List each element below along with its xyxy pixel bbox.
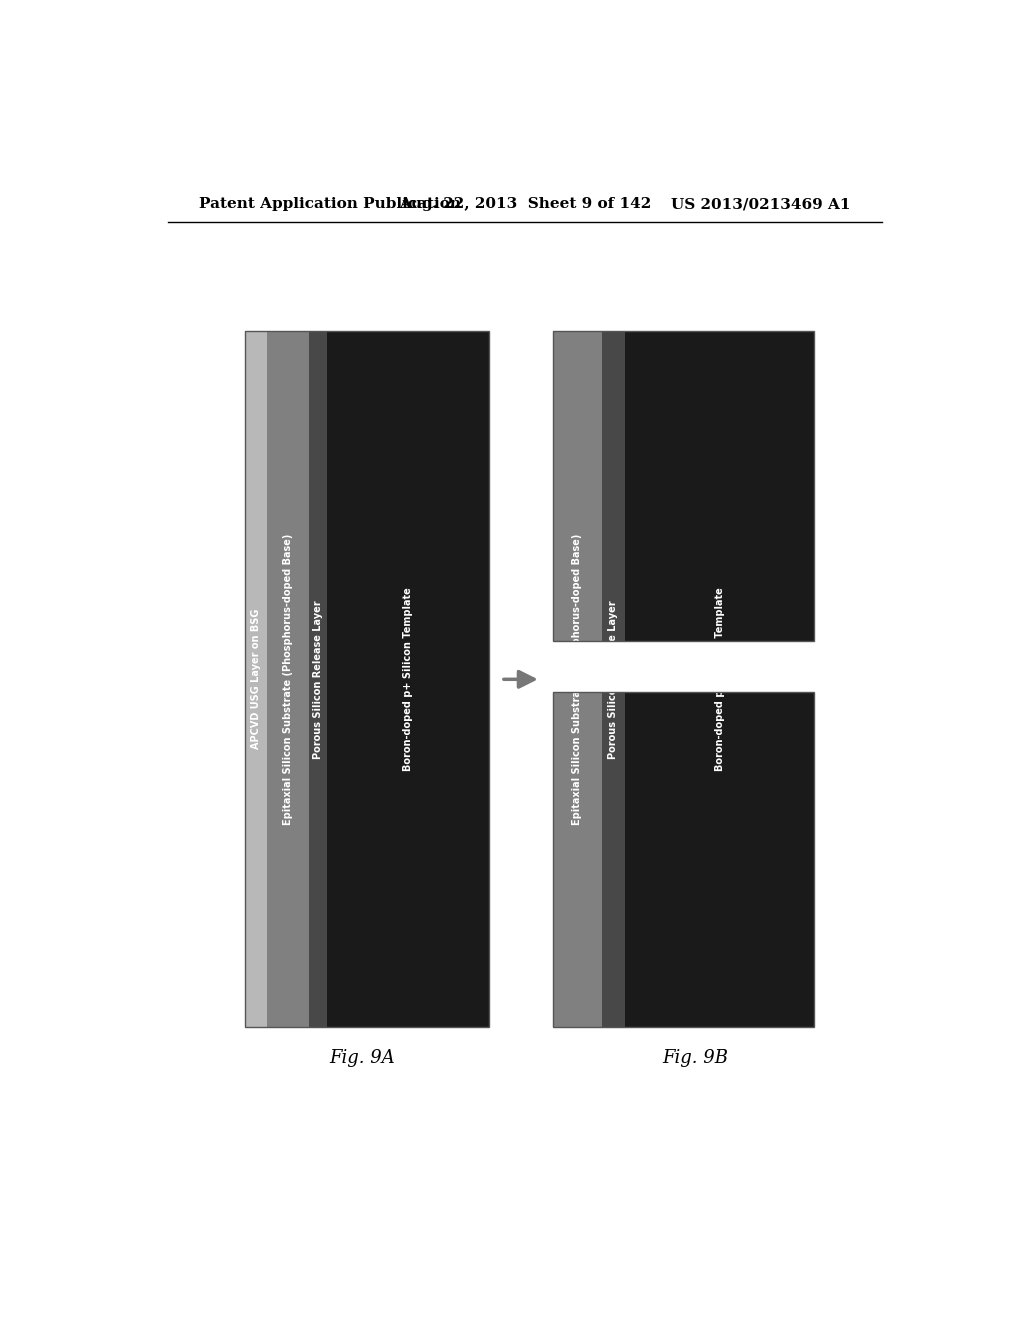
Text: US 2013/0213469 A1: US 2013/0213469 A1 [671,197,850,211]
Bar [553,692,602,1027]
Text: Fig. 9A: Fig. 9A [330,1049,395,1067]
Text: Aug. 22, 2013  Sheet 9 of 142: Aug. 22, 2013 Sheet 9 of 142 [398,197,651,211]
Bar [246,331,489,1027]
Text: Epitaxial Silicon Substrate (Phosphorus-doped Base): Epitaxial Silicon Substrate (Phosphorus-… [283,533,293,825]
Bar [602,692,625,1027]
Bar [246,331,267,1027]
Text: Porous Silicon Release Layer: Porous Silicon Release Layer [608,601,618,759]
Bar [553,331,602,642]
Text: Porous Silicon Release Layer: Porous Silicon Release Layer [313,601,323,759]
Bar [625,692,814,1027]
Bar [553,692,814,1027]
Bar [309,331,327,1027]
Bar [625,331,814,642]
Text: Patent Application Publication: Patent Application Publication [200,197,462,211]
Text: APCVD USG Layer on BSG: APCVD USG Layer on BSG [252,609,261,750]
Bar [327,331,489,1027]
Bar [553,642,814,692]
Bar [267,331,309,1027]
Text: Boron-doped p+ Silicon Template: Boron-doped p+ Silicon Template [403,587,413,771]
Text: Fig. 9B: Fig. 9B [663,1049,728,1067]
Text: Boron-doped p+ Silicon Template: Boron-doped p+ Silicon Template [715,587,725,771]
Bar [602,331,625,642]
Bar [553,331,814,642]
Text: Epitaxial Silicon Substrate (Phosphorus-doped Base): Epitaxial Silicon Substrate (Phosphorus-… [572,533,583,825]
